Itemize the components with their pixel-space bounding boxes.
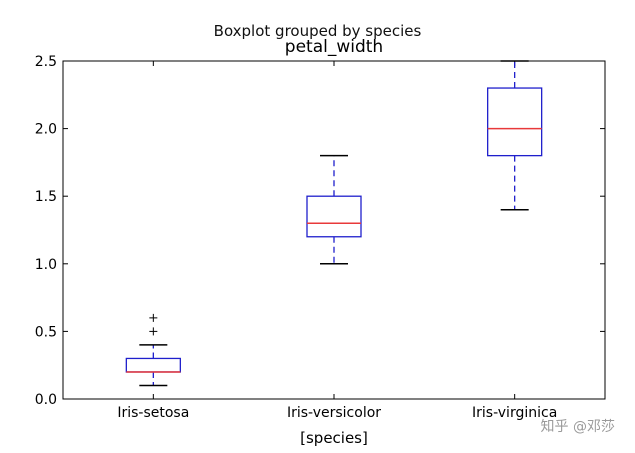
y-axis: 0.0 0.5 1.0 1.5 2.0 2.5 — [35, 54, 605, 408]
plot-frame — [62, 60, 606, 400]
x-tick-label: Iris-setosa — [117, 405, 189, 421]
chart-title: petal_width — [284, 37, 384, 57]
y-tick-label: 2.5 — [35, 54, 57, 70]
x-axis: Iris-setosa Iris-versicolor Iris-virginica — [117, 61, 557, 421]
y-tick-label: 1.5 — [35, 189, 57, 205]
flier-point — [149, 327, 158, 336]
chart-suptitle: Boxplot grouped by species — [213, 22, 422, 40]
x-axis-label: [species] — [300, 429, 368, 447]
box-group — [306, 154, 362, 265]
y-tick-label: 1.0 — [35, 257, 57, 273]
box-marks — [125, 60, 543, 387]
iqr-box — [125, 357, 181, 373]
box-group — [487, 60, 543, 211]
x-tick-label: Iris-versicolor — [287, 405, 381, 421]
iqr-box — [306, 195, 362, 238]
iqr-box — [487, 87, 543, 157]
flier-point — [149, 313, 158, 322]
y-tick-label: 0.5 — [35, 324, 57, 340]
y-tick-label: 0.0 — [35, 392, 57, 408]
box-group — [125, 313, 181, 387]
watermark-text: 知乎 @邓莎 — [540, 419, 615, 435]
y-tick-label: 2.0 — [35, 122, 57, 138]
plot-area-border — [62, 60, 606, 400]
x-tick-label: Iris-virginica — [472, 405, 557, 421]
